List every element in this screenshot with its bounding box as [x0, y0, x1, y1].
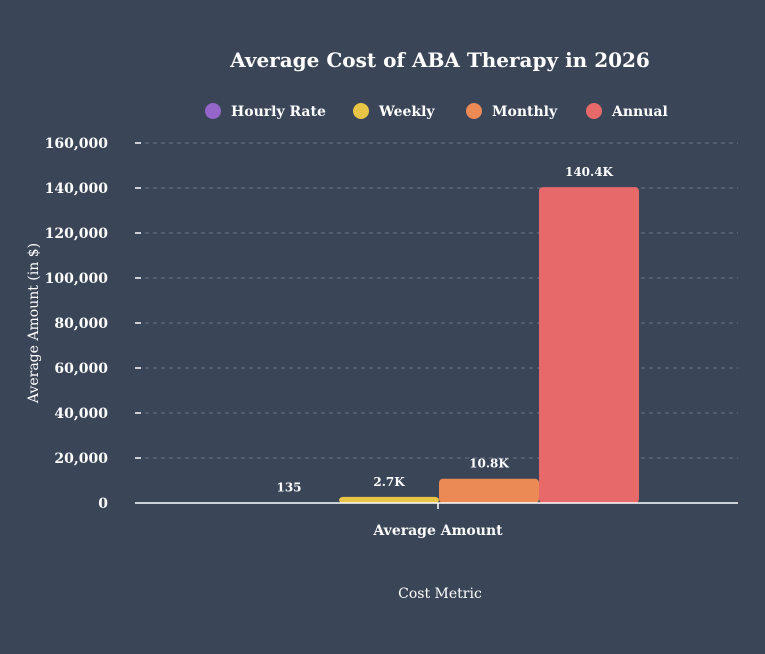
y-tick-label: 160,000: [45, 136, 109, 152]
chart-title: Average Cost of ABA Therapy in 2026: [229, 48, 650, 72]
bar[interactable]: [439, 478, 539, 503]
y-tick-label: 0: [98, 496, 108, 512]
y-tick-label: 120,000: [45, 226, 109, 242]
x-axis-title: Cost Metric: [398, 586, 482, 602]
y-tick-label: 20,000: [54, 451, 108, 467]
bar[interactable]: [539, 187, 639, 503]
x-category-label: Average Amount: [372, 523, 503, 539]
bar[interactable]: [339, 496, 439, 503]
data-labels: 135 2.7K 10.8K 140.4K: [276, 165, 613, 495]
legend-label: Annual: [611, 104, 668, 120]
y-axis-title: Average Amount (in $): [26, 243, 42, 404]
gridlines: [145, 142, 738, 459]
y-tick-label: 100,000: [45, 271, 109, 287]
data-label: 2.7K: [373, 475, 405, 489]
y-tick-label: 80,000: [54, 316, 108, 332]
legend-item[interactable]: Hourly Rate: [205, 103, 326, 120]
legend-item[interactable]: Annual: [586, 103, 668, 120]
legend-swatch: [353, 103, 369, 119]
y-tick-label: 140,000: [45, 181, 109, 197]
y-axis: 0 20,000 40,000 60,000 80,000 100,000 120,000 1…: [45, 136, 141, 512]
legend-item[interactable]: Monthly: [466, 103, 558, 120]
y-tick-label: 60,000: [54, 361, 108, 377]
legend-swatch: [586, 103, 602, 119]
bars: [239, 187, 639, 503]
legend-label: Weekly: [378, 104, 435, 120]
legend-swatch: [466, 103, 482, 119]
legend-item[interactable]: Weekly: [353, 103, 435, 120]
data-label: 10.8K: [469, 457, 509, 471]
legend: Hourly Rate Weekly Monthly Annual: [205, 103, 668, 120]
data-label: 135: [276, 481, 301, 495]
legend-swatch: [205, 103, 221, 119]
data-label: 140.4K: [565, 165, 614, 179]
legend-label: Hourly Rate: [231, 104, 326, 120]
y-tick-label: 40,000: [54, 406, 108, 422]
legend-label: Monthly: [492, 104, 558, 120]
